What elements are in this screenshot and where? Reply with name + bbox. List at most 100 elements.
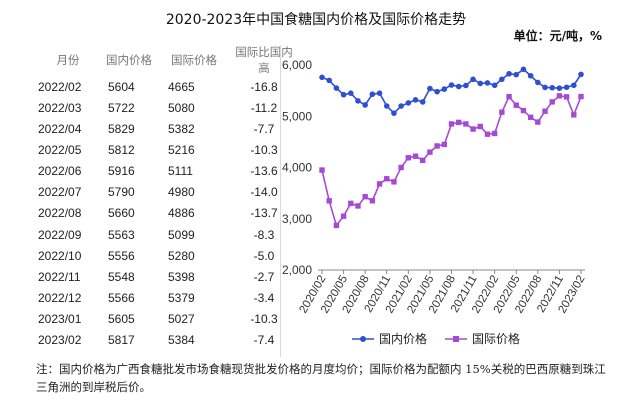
table-cell: -16.8 [250, 79, 278, 94]
price-table: 月份 国内价格 国际价格 国际比国内高 2022/02 5604 4665 -16.8… [36, 44, 298, 351]
data-point-international [484, 131, 491, 137]
data-point-international [326, 198, 332, 204]
data-point-domestic [383, 103, 390, 109]
table-row: 2022/07 5790 4980 -14.0 [36, 182, 298, 203]
table-row: 2022/12 5566 5379 -3.4 [36, 287, 298, 308]
data-point-domestic [333, 85, 340, 91]
data-point-international [477, 123, 483, 130]
data-point-domestic [477, 80, 484, 87]
data-point-domestic [355, 98, 361, 104]
data-point-domestic [419, 99, 426, 105]
table-cell: 4980 [168, 185, 195, 200]
table-cell: -8.3 [253, 227, 275, 242]
data-point-domestic [563, 84, 570, 91]
table-cell: 4665 [168, 79, 195, 94]
table-cell: 5604 [108, 79, 135, 94]
table-cell: 5216 [168, 142, 195, 157]
y-tick-label: 6,000 [282, 58, 312, 72]
table-cell: 5556 [108, 248, 135, 263]
data-point-domestic [340, 91, 347, 98]
data-point-international [513, 102, 519, 108]
data-point-domestic [362, 102, 368, 108]
data-point-domestic [369, 91, 376, 98]
y-tick-label: 3,000 [282, 212, 312, 226]
data-point-domestic [549, 84, 556, 91]
data-point-international [319, 167, 325, 173]
table-cell: 2022/06 [38, 164, 82, 179]
table-cell: 2022/11 [38, 269, 81, 284]
data-point-international [556, 93, 563, 99]
data-point-domestic [470, 76, 476, 83]
data-point-international [455, 119, 462, 126]
legend-label-international: 国际价格 [472, 331, 520, 346]
data-point-domestic [448, 82, 455, 88]
table-cell: 2022/08 [38, 206, 82, 221]
y-tick-label: 2,000 [282, 263, 312, 277]
table-row: 2022/06 5916 5111 -13.6 [36, 161, 298, 182]
data-point-international [362, 194, 368, 200]
table-cell: 5280 [168, 248, 195, 263]
data-point-domestic [427, 85, 433, 92]
legend-label-domestic: 国内价格 [379, 331, 427, 346]
table-cell: 5111 [168, 164, 193, 179]
table-cell: 5398 [168, 269, 195, 284]
data-point-domestic [412, 97, 419, 103]
table-cell: 5722 [108, 100, 135, 115]
table-cell: -13.6 [250, 164, 278, 179]
table-cell: 5605 [108, 312, 135, 327]
data-point-international [340, 213, 347, 219]
divider [280, 45, 281, 357]
table-cell: 5563 [108, 227, 135, 242]
table-cell: 5812 [108, 142, 135, 157]
table-cell: 5916 [108, 164, 135, 179]
data-point-international [448, 121, 455, 127]
table-row: 2023/01 5605 5027 -10.3 [36, 309, 298, 330]
data-point-international [571, 112, 577, 118]
data-point-domestic [347, 90, 354, 96]
table-cell: -10.3 [250, 142, 278, 157]
table-cell: -5.0 [253, 248, 275, 263]
table-header-row: 月份 国内价格 国际价格 国际比国内高 [36, 44, 298, 76]
data-point-domestic [484, 80, 491, 86]
table-cell: 2022/04 [38, 121, 82, 136]
table-cell: -7.7 [253, 121, 275, 136]
price-trend-chart: 2,0003,0004,0005,0006,0002020/022020/052… [282, 58, 588, 346]
data-point-international [384, 176, 390, 182]
table-row: 2022/08 5660 4886 -13.7 [36, 203, 298, 224]
data-point-domestic [542, 84, 548, 91]
data-point-international [427, 149, 433, 155]
table-cell: 2022/12 [38, 290, 82, 305]
series-line-international [321, 95, 582, 228]
table-cell: 4886 [168, 206, 195, 221]
table-cell: -2.7 [253, 269, 275, 284]
data-point-international [441, 141, 448, 148]
data-point-domestic [398, 103, 404, 109]
data-point-international [369, 198, 376, 204]
data-point-international [520, 107, 527, 114]
data-point-international [376, 181, 383, 187]
series-line-domestic [321, 68, 582, 115]
data-point-domestic [520, 66, 527, 73]
table-cell: 5379 [168, 290, 195, 305]
table-cell: -7.4 [253, 333, 275, 348]
data-point-international [542, 108, 548, 114]
table-cell: 2022/03 [38, 100, 82, 115]
legend-marker-international [453, 336, 459, 342]
data-point-domestic [441, 86, 448, 92]
table-cell: 5829 [108, 121, 135, 136]
table-cell: 5382 [168, 121, 195, 136]
table-row: 2022/10 5556 5280 -5.0 [36, 245, 298, 266]
data-point-international [491, 130, 498, 137]
data-point-international [463, 121, 469, 127]
data-point-domestic [535, 79, 541, 86]
table-cell: -3.4 [253, 290, 275, 305]
table-cell: -10.3 [250, 312, 278, 327]
table-cell: 2023/02 [38, 333, 82, 348]
data-point-international [470, 126, 476, 132]
data-point-domestic [405, 100, 412, 106]
data-point-international [391, 179, 397, 185]
table-cell: 5566 [108, 290, 135, 305]
data-point-international [405, 155, 412, 161]
data-point-domestic [376, 90, 383, 96]
table-cell: 2022/05 [38, 142, 82, 157]
